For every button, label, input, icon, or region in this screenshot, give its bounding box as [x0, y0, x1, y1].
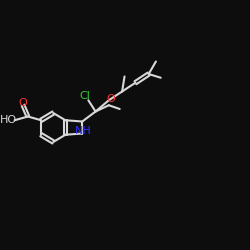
- Text: Cl: Cl: [79, 92, 90, 102]
- Text: HO: HO: [0, 115, 17, 125]
- Text: NH: NH: [75, 126, 92, 136]
- Text: O: O: [19, 98, 28, 108]
- Text: O: O: [106, 94, 115, 104]
